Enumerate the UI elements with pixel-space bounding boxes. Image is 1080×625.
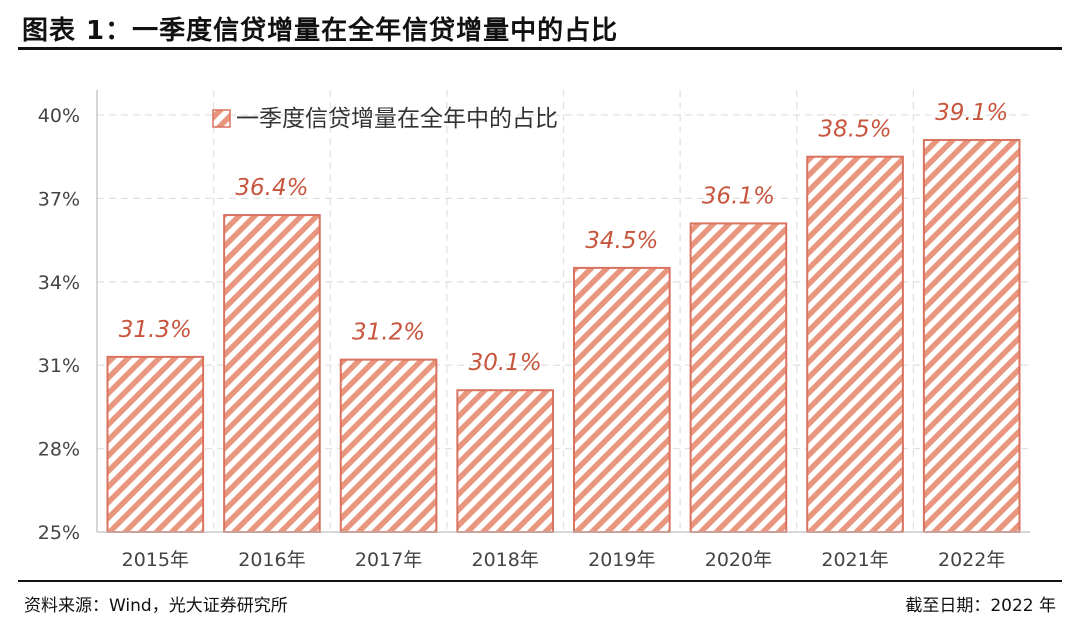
data-label: 36.1% [702,183,775,209]
data-label: 34.5% [585,228,658,254]
legend-swatch [212,109,231,128]
y-tick-label: 34% [38,272,80,294]
grid-lines [97,90,1030,532]
data-label: 39.1% [935,100,1008,126]
data-label: 31.2% [352,320,425,346]
data-label: 36.4% [235,175,308,201]
legend: 一季度信贷增量在全年中的占比 [212,106,558,132]
x-tick-label: 2016年 [238,549,305,571]
footer-rule [18,580,1062,582]
title-rule [18,47,1062,50]
x-axis: 2015年 2016年 2017年 2018年 2019年 2020年 2021年 2022年 [97,531,1030,571]
bars [106,139,1021,534]
source-note: 资料来源：Wind，光大证券研究所 [24,596,288,616]
bar-2019年 [572,266,671,533]
bar-2017年 [339,358,438,534]
x-tick-label: 2019年 [588,549,655,571]
bar-2022年 [922,139,1021,534]
data-label: 30.1% [469,350,542,376]
as-of-date: 截至日期：2022 年 [905,596,1056,616]
data-label: 38.5% [819,117,892,143]
y-tick-label: 31% [38,355,80,377]
y-tick-label: 37% [38,188,80,210]
x-tick-label: 2017年 [355,549,422,571]
x-tick-label: 2015年 [122,549,189,571]
bar-2015年 [106,355,205,533]
y-tick-label: 40% [38,105,80,127]
x-tick-label: 2022年 [938,549,1005,571]
bar-chart: 25%28%31%34%37%40% 31.3%36.4%31.2%30.1%3… [38,90,1030,571]
legend-label: 一季度信贷增量在全年中的占比 [236,106,558,132]
data-labels: 31.3% 36.4% 31.2% 30.1% 34.5% 36.1% 38.5% 39.1% [119,100,1008,376]
y-tick-label: 28% [38,439,80,461]
figure-title: 图表 1：一季度信贷增量在全年信贷增量中的占比 [22,16,619,46]
y-tick-label: 25% [38,522,80,544]
y-axis: 25% 28% 31% 34% 37% 40% [38,90,98,544]
bar-2016年 [223,214,321,534]
bar-2021年 [806,155,904,533]
bar-2020年 [689,222,788,533]
bar-2018年 [456,389,555,533]
x-tick-label: 2018年 [472,549,539,571]
x-tick-label: 2020年 [705,549,772,571]
x-tick-label: 2021年 [821,549,888,571]
data-label: 31.3% [119,317,192,343]
